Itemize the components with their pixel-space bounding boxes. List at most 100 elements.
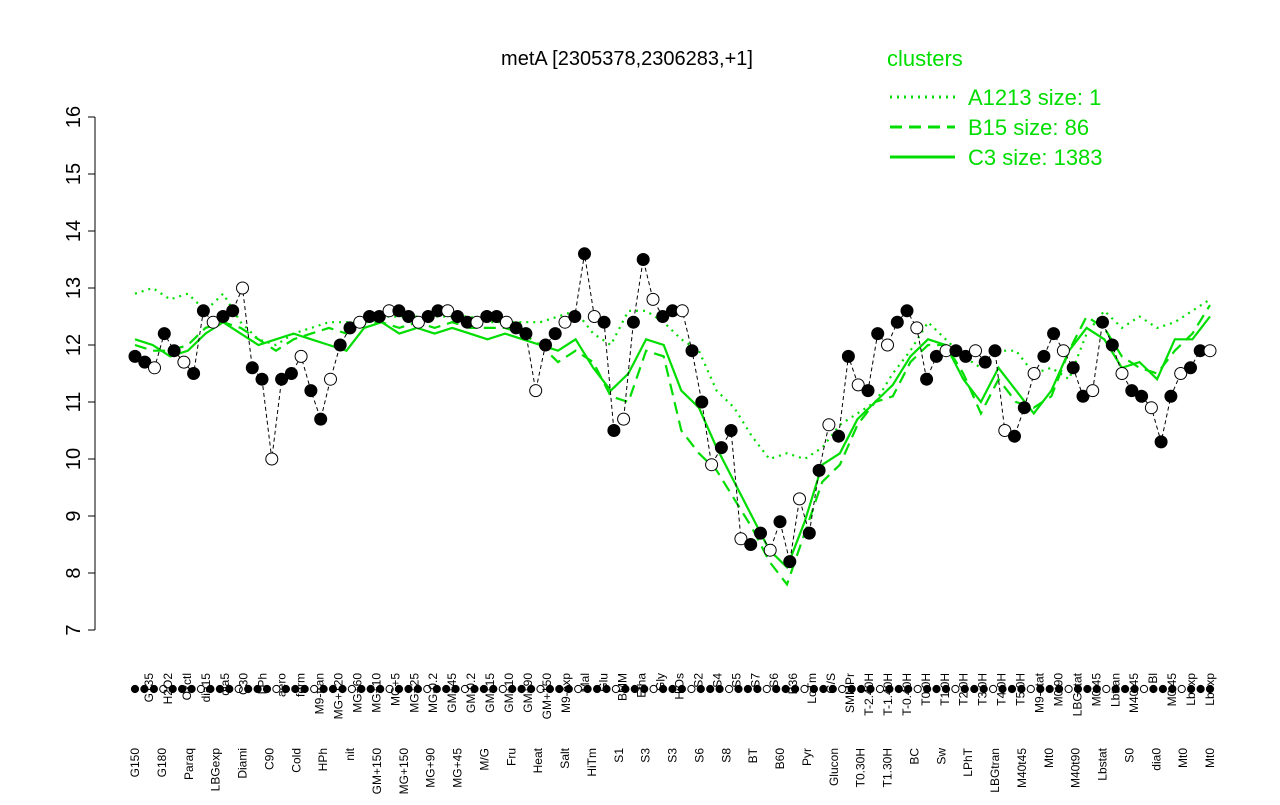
data-point	[499, 315, 513, 329]
x-marker	[1036, 684, 1045, 694]
x-marker	[225, 684, 234, 694]
x-tick-label: S2	[691, 673, 705, 688]
data-point	[969, 344, 982, 358]
data-point	[1017, 401, 1031, 415]
x-tick-label: LPhT	[961, 747, 975, 776]
x-tick-label: GM+150	[540, 673, 554, 720]
x-tick-label: LBGstat	[1070, 672, 1084, 716]
x-tick-label: Lbstat	[1096, 747, 1110, 780]
x-marker	[498, 684, 507, 694]
x-tick-label: SMMPr	[843, 673, 857, 713]
x-marker	[527, 684, 536, 694]
data-point	[714, 441, 728, 455]
x-tick-label: M0t90	[1051, 673, 1065, 707]
x-tick-label: dia0	[1149, 748, 1163, 771]
x-tick-label: S1	[612, 748, 626, 763]
data-point	[529, 384, 543, 398]
data-point	[929, 349, 943, 363]
x-tick-label: HPh	[316, 748, 330, 771]
x-tick-label: MG+45	[451, 748, 465, 788]
data-point	[1008, 429, 1021, 443]
x-tick-label: Mal	[578, 673, 592, 692]
x-tick-label: M9-exp	[559, 673, 573, 713]
data-point	[998, 424, 1012, 437]
x-tick-label: LBGexp	[209, 748, 223, 792]
x-tick-label: MG-0.2	[426, 673, 440, 713]
x-tick-label: Oxctl	[180, 673, 194, 700]
data-point	[1066, 361, 1080, 375]
x-tick-label: Etha	[635, 673, 649, 698]
data-point	[841, 349, 855, 363]
x-marker	[941, 684, 951, 694]
x-tick-label: Fru	[504, 748, 518, 766]
series-line-dashed	[134, 304, 1211, 587]
data-point	[157, 327, 171, 341]
x-marker	[1158, 684, 1168, 694]
y-tick-label: 7	[63, 624, 85, 635]
data-point	[1047, 327, 1061, 341]
y-tick-label: 15	[63, 163, 85, 185]
x-marker	[1092, 684, 1101, 694]
data-point	[597, 315, 611, 329]
data-point	[832, 429, 846, 443]
legend-label: B15 size: 86	[968, 115, 1089, 140]
data-point	[1096, 315, 1109, 329]
data-point	[1105, 338, 1119, 352]
x-marker	[187, 684, 196, 694]
x-tick-label: G135	[142, 673, 156, 703]
data-point	[1174, 367, 1188, 380]
data-point	[343, 321, 357, 335]
data-point	[881, 338, 894, 352]
chart-title: metA [2305378,2306283,+1]	[501, 48, 753, 70]
x-tick-label: Mt0	[1176, 748, 1190, 768]
data-point	[177, 355, 191, 369]
data-point	[304, 384, 318, 398]
x-tick-label: S3	[639, 748, 653, 763]
x-tick-label: nit	[343, 747, 357, 760]
x-tick-label: GM+10	[502, 673, 516, 713]
x-marker	[1196, 684, 1205, 694]
x-marker	[602, 684, 611, 694]
data-point	[284, 367, 298, 380]
x-marker	[1111, 684, 1120, 694]
data-point	[265, 452, 279, 466]
x-marker	[1139, 684, 1149, 694]
x-tick-label: MG+90	[424, 748, 438, 788]
x-tick-label: MG+120	[332, 673, 346, 720]
data-point	[324, 372, 337, 386]
x-marker	[281, 684, 290, 694]
data-point	[187, 367, 201, 380]
x-marker	[432, 684, 441, 694]
profile-line	[134, 253, 1210, 562]
x-tick-label: MG+25	[407, 673, 421, 713]
x-marker	[196, 684, 206, 694]
data-point	[822, 418, 836, 432]
data-point	[275, 372, 289, 386]
x-tick-label: C90	[262, 748, 276, 770]
x-marker	[385, 684, 394, 694]
data-point	[656, 310, 670, 323]
data-point	[294, 349, 308, 363]
x-tick-label: Mt0	[1203, 748, 1217, 768]
legend: clusters A1213 size: 1 B15 size: 86 C3 siz…	[887, 46, 1103, 170]
data-point	[353, 315, 367, 329]
x-marker	[904, 684, 913, 694]
x-marker	[913, 684, 922, 694]
x-marker	[715, 684, 724, 694]
data-point	[1144, 401, 1158, 415]
x-tick-label: M0t45	[1089, 673, 1103, 707]
data-point	[1184, 361, 1197, 375]
x-marker	[649, 684, 658, 694]
data-point	[372, 310, 386, 323]
data-point	[226, 304, 240, 318]
x-marker	[130, 684, 140, 694]
data-point	[1086, 384, 1100, 398]
data-point	[763, 543, 777, 557]
x-marker	[149, 684, 158, 694]
x-tick-label: T1.0H	[938, 673, 952, 706]
x-marker	[923, 684, 932, 694]
x-tick-label: C30	[237, 673, 251, 695]
x-tick-label: aero	[275, 673, 289, 697]
x-marker	[140, 684, 149, 694]
x-marker	[262, 684, 272, 694]
